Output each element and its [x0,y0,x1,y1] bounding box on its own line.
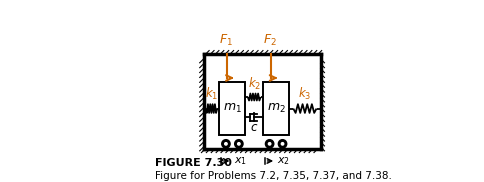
Text: Figure for Problems 7.2, 7.35, 7.37, and 7.38.: Figure for Problems 7.2, 7.35, 7.37, and… [155,171,392,181]
Text: $m_1$: $m_1$ [223,102,242,115]
Circle shape [235,140,242,148]
Text: $m_2$: $m_2$ [267,102,286,115]
Circle shape [222,140,230,148]
Bar [263,82,289,135]
Circle shape [238,143,240,145]
Text: $k_2$: $k_2$ [248,76,261,92]
Text: FIGURE 7.30: FIGURE 7.30 [155,158,231,168]
Text: $x_1$: $x_1$ [234,155,247,167]
Circle shape [266,140,273,148]
Text: $F_1$: $F_1$ [219,33,233,48]
Text: $c$: $c$ [250,120,258,134]
Circle shape [281,143,284,145]
Circle shape [225,143,227,145]
Bar [219,82,245,135]
Text: $k_1$: $k_1$ [205,86,218,102]
Circle shape [269,143,271,145]
Text: $k_3$: $k_3$ [298,86,312,102]
Text: $x_2$: $x_2$ [277,155,290,167]
Circle shape [279,140,287,148]
Text: $F_2$: $F_2$ [263,33,277,48]
